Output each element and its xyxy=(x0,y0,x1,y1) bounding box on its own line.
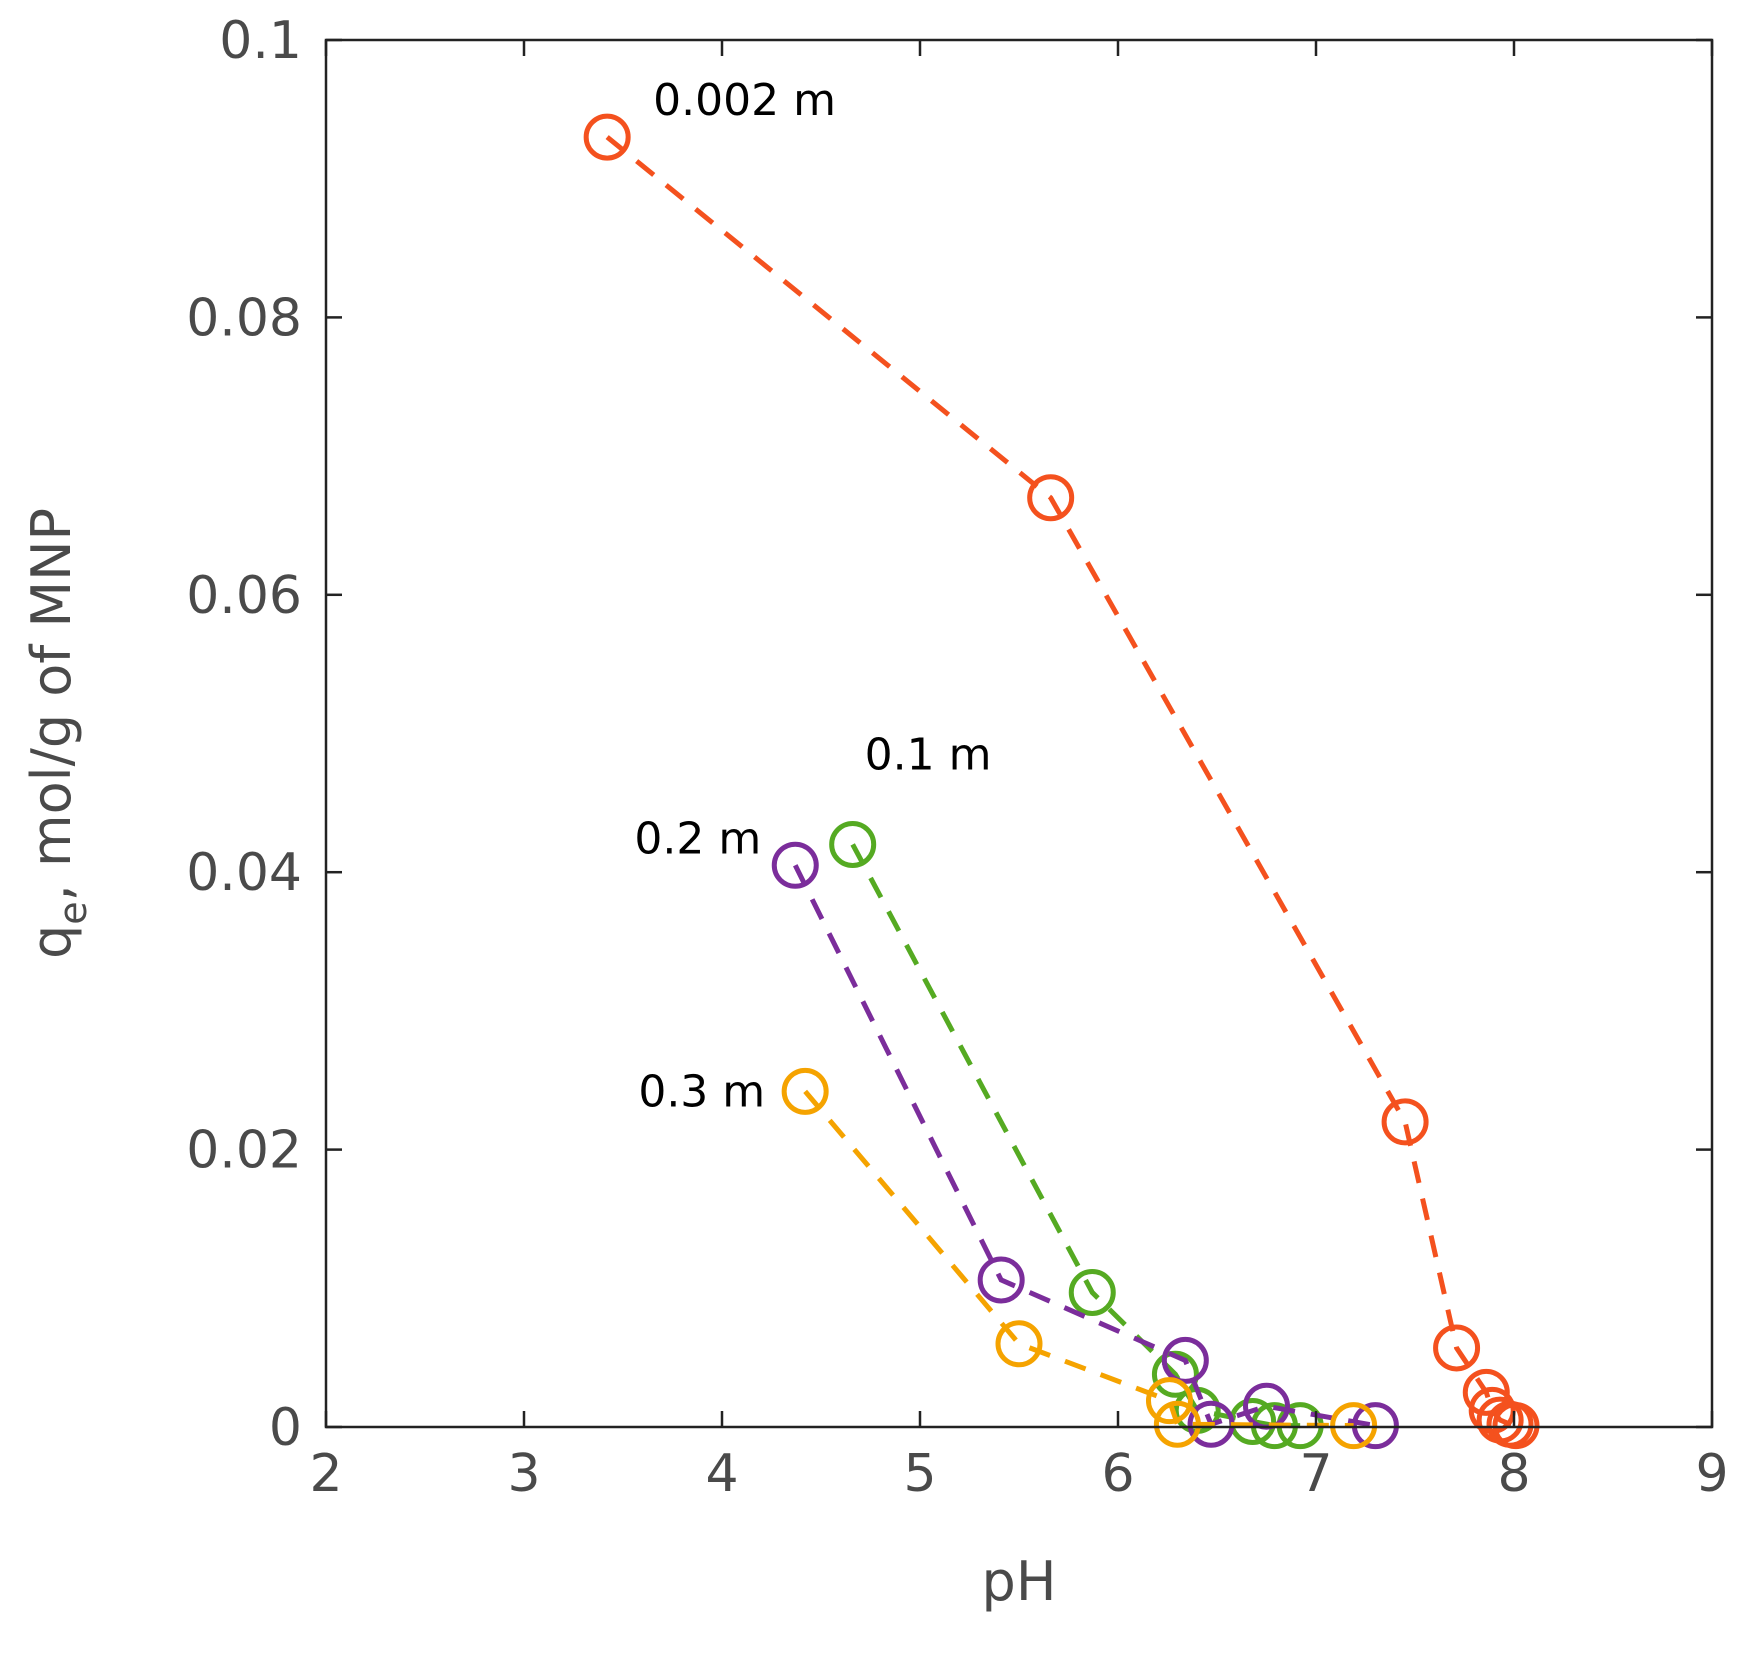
y-tick-label: 0.02 xyxy=(186,1121,302,1181)
data-point xyxy=(1153,1400,1201,1448)
y-tick-label: 0.1 xyxy=(219,11,302,71)
y-axis-title-rest: , mol/g of MNP xyxy=(20,508,83,901)
data-point xyxy=(1145,1377,1193,1425)
label-layer: 0.002 m 0.1 m 0.2 m 0.3 m xyxy=(634,75,991,1117)
series-label: 0.1 m xyxy=(865,729,992,780)
data-point xyxy=(1492,1402,1540,1450)
series-line xyxy=(793,864,1376,1429)
series-0-1-m xyxy=(829,820,1324,1450)
y-tick-label: 0 xyxy=(269,1398,302,1458)
series-label: 0.002 m xyxy=(653,75,836,126)
data-point xyxy=(583,113,631,161)
data-point xyxy=(1351,1402,1399,1450)
series-0-3-m xyxy=(781,1067,1378,1450)
x-tick-label: 6 xyxy=(1101,1444,1134,1504)
data-point xyxy=(1433,1324,1481,1372)
data-point xyxy=(1381,1098,1429,1146)
data-point xyxy=(781,1067,829,1115)
plot-frame xyxy=(324,38,1714,1429)
data-point xyxy=(829,820,877,868)
x-tick-label: 8 xyxy=(1497,1444,1530,1504)
x-tick-label: 7 xyxy=(1299,1444,1332,1504)
x-axis-title: pH xyxy=(982,1550,1057,1613)
series-line xyxy=(850,843,1301,1429)
data-point xyxy=(1161,1336,1209,1384)
data-point xyxy=(1151,1350,1199,1398)
series-0-002-m xyxy=(583,113,1540,1450)
data-point xyxy=(995,1320,1043,1368)
x-tick-label: 4 xyxy=(705,1444,738,1504)
y-axis-title-main: q xyxy=(20,925,83,959)
y-axis-title: qe, mol/g of MNP xyxy=(20,508,95,959)
series-label: 0.3 m xyxy=(638,1066,765,1117)
x-tick-label: 2 xyxy=(309,1444,342,1504)
y-axis-title-subscript: e xyxy=(51,901,95,924)
series-label: 0.2 m xyxy=(634,813,761,864)
x-tick-label: 5 xyxy=(903,1444,936,1504)
series-line xyxy=(803,1089,1354,1429)
series-0-2-m xyxy=(771,841,1399,1450)
data-point xyxy=(1068,1268,1116,1316)
data-point xyxy=(1027,474,1075,522)
tick-layer: 2 3 4 5 6 7 8 9 0 0.02 0.04 0.06 0.08 0.1 xyxy=(186,11,1728,1504)
y-tick-label: 0.08 xyxy=(186,288,302,348)
data-point xyxy=(1330,1402,1378,1450)
series-layer xyxy=(583,113,1540,1450)
data-point xyxy=(977,1256,1025,1304)
data-point xyxy=(771,841,819,889)
y-tick-label: 0.04 xyxy=(186,843,302,903)
x-tick-label: 9 xyxy=(1695,1444,1728,1504)
y-tick-label: 0.06 xyxy=(186,566,302,626)
series-line xyxy=(605,135,1517,1429)
x-tick-label: 3 xyxy=(507,1444,540,1504)
